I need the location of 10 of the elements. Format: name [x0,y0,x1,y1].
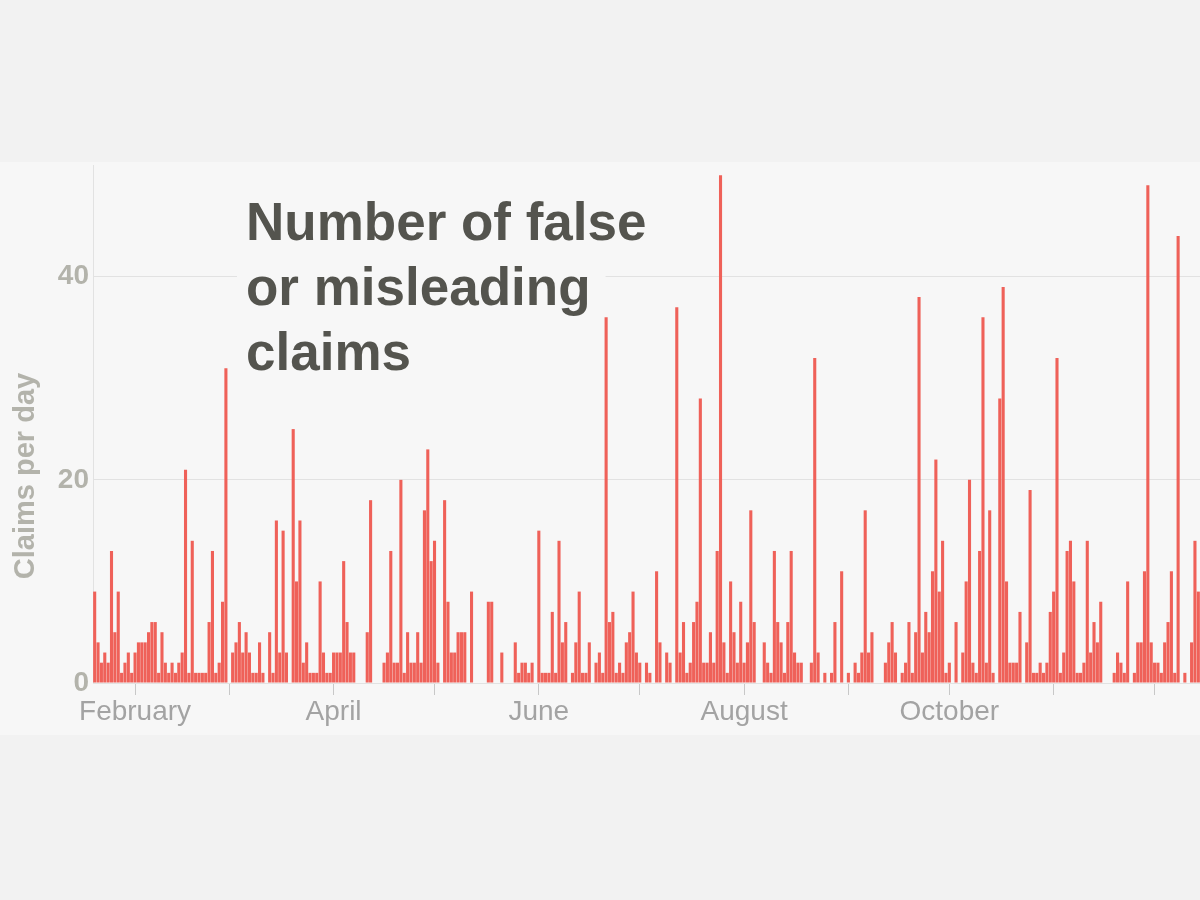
y-tick-label: 0 [73,665,89,697]
x-tick-label: August [700,694,788,726]
y-axis-title: Claims per day [8,372,40,580]
x-tick-label: February [79,694,192,726]
text: Number of false or misleading claims [246,192,647,381]
y-tick-label: 20 [57,462,89,494]
x-tick-label: June [508,694,570,726]
y-tick-label: 40 [57,259,89,291]
x-tick-label: October [899,694,1000,726]
x-tick-label: April [305,694,362,726]
